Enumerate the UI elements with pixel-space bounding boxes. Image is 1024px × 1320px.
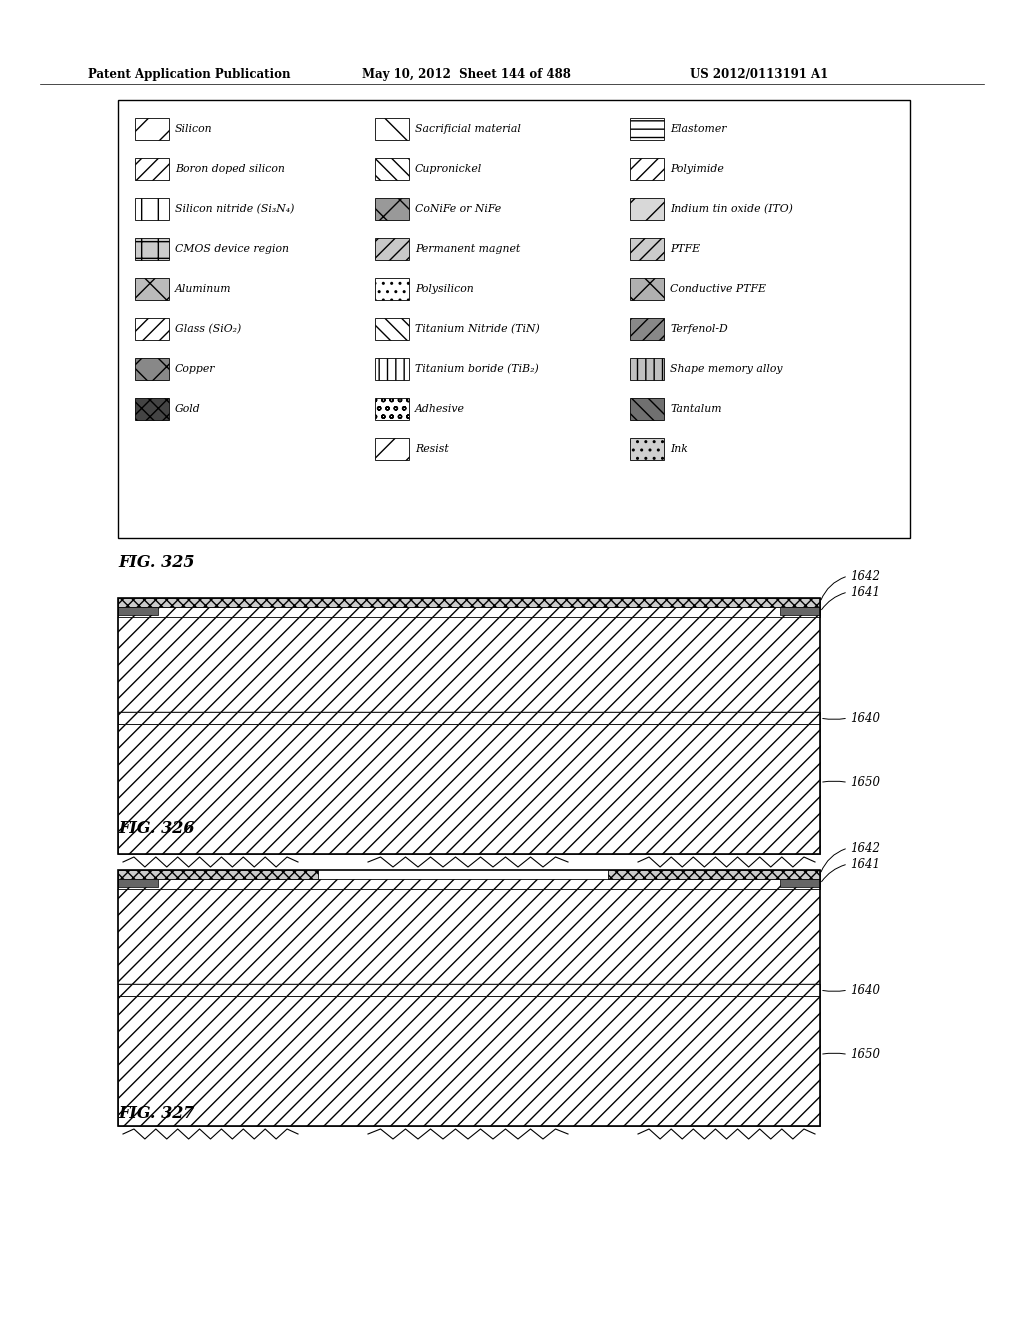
Text: 1650: 1650 — [850, 1048, 880, 1061]
Text: Titanium boride (TiB₂): Titanium boride (TiB₂) — [415, 364, 539, 374]
Bar — [135, 399, 169, 420]
Bar — [118, 607, 158, 615]
Bar — [118, 723, 820, 854]
Text: Polyimide: Polyimide — [670, 164, 724, 174]
Bar — [135, 358, 169, 380]
Text: Sacrificial material: Sacrificial material — [415, 124, 521, 135]
Text: May 10, 2012  Sheet 144 of 488: May 10, 2012 Sheet 144 of 488 — [362, 69, 570, 81]
Bar — [630, 238, 664, 260]
Text: Ink: Ink — [670, 444, 688, 454]
Bar — [630, 318, 664, 341]
Text: 1650: 1650 — [850, 776, 880, 789]
Bar — [375, 358, 409, 380]
Text: Boron doped silicon: Boron doped silicon — [175, 164, 285, 174]
Bar — [118, 870, 318, 879]
Bar — [118, 607, 820, 616]
Bar — [375, 279, 409, 300]
Bar — [375, 117, 409, 140]
Bar — [630, 358, 664, 380]
Bar — [375, 399, 409, 420]
Text: Conductive PTFE: Conductive PTFE — [670, 284, 766, 294]
Text: 1640: 1640 — [850, 983, 880, 997]
Text: Permanent magnet: Permanent magnet — [415, 244, 520, 253]
Bar — [118, 888, 820, 983]
Bar — [118, 879, 158, 887]
Bar — [630, 279, 664, 300]
Text: Tantalum: Tantalum — [670, 404, 722, 414]
Bar — [630, 198, 664, 220]
Text: Polysilicon: Polysilicon — [415, 284, 474, 294]
Bar — [375, 318, 409, 341]
Text: Resist: Resist — [415, 444, 449, 454]
Text: Titanium Nitride (TiN): Titanium Nitride (TiN) — [415, 323, 540, 334]
Bar — [375, 238, 409, 260]
Bar — [135, 198, 169, 220]
Text: PTFE: PTFE — [670, 244, 700, 253]
Text: US 2012/0113191 A1: US 2012/0113191 A1 — [690, 69, 828, 81]
Text: FIG. 326: FIG. 326 — [118, 820, 195, 837]
Bar — [118, 997, 820, 1126]
Bar — [630, 117, 664, 140]
Bar — [118, 879, 820, 888]
Text: Gold: Gold — [175, 404, 201, 414]
Bar — [118, 711, 820, 723]
Text: 1642: 1642 — [850, 569, 880, 582]
Text: Silicon nitride (Si₃N₄): Silicon nitride (Si₃N₄) — [175, 203, 294, 214]
Text: Patent Application Publication: Patent Application Publication — [88, 69, 291, 81]
Bar — [118, 983, 820, 997]
Text: CMOS device region: CMOS device region — [175, 244, 289, 253]
Bar — [135, 318, 169, 341]
Text: Adhesive: Adhesive — [415, 404, 465, 414]
Text: 1641: 1641 — [850, 586, 880, 598]
Bar — [375, 198, 409, 220]
Bar — [118, 598, 820, 854]
Text: FIG. 327: FIG. 327 — [118, 1105, 195, 1122]
Bar — [135, 158, 169, 180]
Bar — [135, 117, 169, 140]
Text: CoNiFe or NiFe: CoNiFe or NiFe — [415, 205, 501, 214]
Text: Shape memory alloy: Shape memory alloy — [670, 364, 782, 374]
Bar — [118, 616, 820, 711]
Bar — [630, 399, 664, 420]
Bar — [135, 238, 169, 260]
Text: 1640: 1640 — [850, 711, 880, 725]
Text: 1642: 1642 — [850, 842, 880, 854]
Bar — [780, 879, 820, 887]
Bar — [118, 870, 820, 1126]
Text: Silicon: Silicon — [175, 124, 213, 135]
Bar — [608, 870, 820, 879]
Text: Indium tin oxide (ITO): Indium tin oxide (ITO) — [670, 203, 793, 214]
Bar — [135, 279, 169, 300]
Bar — [630, 158, 664, 180]
Bar — [780, 607, 820, 615]
Text: Glass (SiO₂): Glass (SiO₂) — [175, 323, 242, 334]
Text: Cupronickel: Cupronickel — [415, 164, 482, 174]
Bar — [118, 100, 910, 539]
Text: FIG. 325: FIG. 325 — [118, 554, 195, 572]
Bar — [118, 598, 820, 607]
Bar — [375, 158, 409, 180]
Bar — [375, 438, 409, 459]
Text: 1641: 1641 — [850, 858, 880, 870]
Bar — [630, 438, 664, 459]
Text: Aluminum: Aluminum — [175, 284, 231, 294]
Text: Copper: Copper — [175, 364, 215, 374]
Text: Elastomer: Elastomer — [670, 124, 726, 135]
Text: Terfenol-D: Terfenol-D — [670, 323, 728, 334]
